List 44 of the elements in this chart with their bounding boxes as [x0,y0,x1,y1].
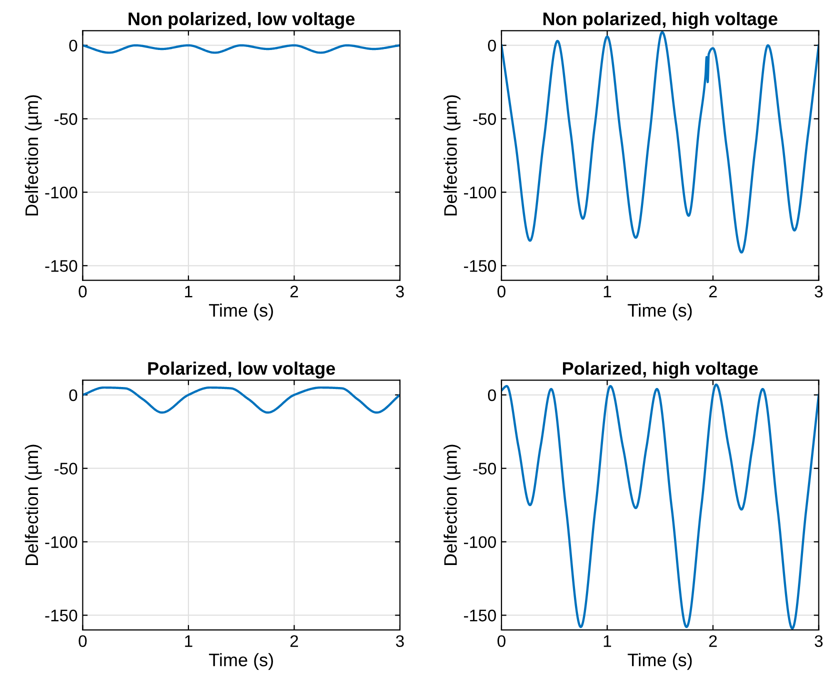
y-tick-label: 0 [69,40,78,52]
x-tick-label: 0 [78,635,87,648]
x-tick-label: 3 [814,286,823,298]
y-tick-label: 0 [488,40,496,52]
x-tick-label: 1 [185,635,192,647]
chart-title: Polarized, low voltage [148,362,336,378]
y-tick-label: -150 [45,260,78,272]
y-tick-label: 0 [69,389,78,402]
x-tick-label: 2 [290,286,298,298]
y-tick-label: 0 [488,389,496,402]
x-tick-label: 2 [709,635,717,647]
y-tick-label: -50 [473,113,496,125]
y-tick-label: -100 [464,186,496,198]
x-tick-label: 0 [497,635,506,648]
chart-title: Non polarized, low voltage [128,12,355,29]
x-axis-title: Time (s) [628,653,692,670]
y-axis-title: Delfection (µm) [24,95,42,216]
x-axis-title: Time (s) [208,304,273,320]
y-tick-label: -150 [464,610,496,622]
y-tick-label: -150 [464,260,496,272]
x-tick-label: 1 [604,635,612,647]
y-axis-title: Delfection (µm) [444,95,460,216]
x-tick-label: 2 [709,286,717,298]
x-tick-label: 3 [814,635,823,648]
y-tick-label: -100 [45,186,78,198]
y-tick-label: -100 [45,536,78,548]
y-tick-label: -50 [54,462,78,475]
x-tick-label: 1 [604,286,612,298]
y-tick-label: -100 [464,536,496,548]
chart-title: Polarized, high voltage [563,362,758,378]
x-tick-label: 3 [396,635,404,648]
x-axis-title: Time (s) [208,653,273,670]
x-tick-label: 0 [78,286,87,298]
y-tick-label: -150 [45,610,78,622]
y-tick-label: -50 [473,462,496,475]
y-axis-title: Delfection (µm) [24,444,42,565]
chart-title: Non polarized, high voltage [543,12,778,29]
y-axis-title: Delfection (µm) [444,444,460,565]
x-tick-label: 3 [396,286,404,298]
x-axis-title: Time (s) [628,304,692,320]
x-tick-label: 0 [497,286,506,298]
y-tick-label: -50 [54,113,78,125]
x-tick-label: 2 [290,635,298,647]
x-tick-label: 1 [185,286,192,298]
